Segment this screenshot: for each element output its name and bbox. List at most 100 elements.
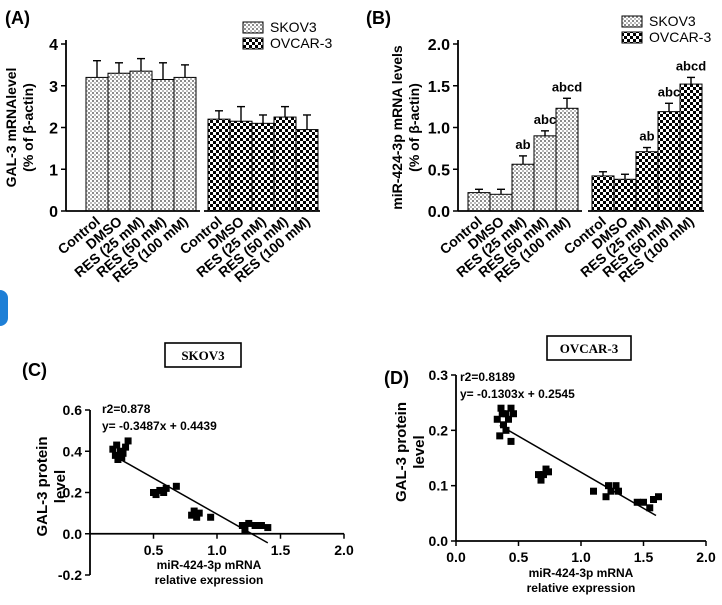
scatter-point (602, 493, 610, 501)
scatter-point (497, 404, 505, 412)
scatter-point (510, 410, 517, 418)
scatter-point (238, 522, 246, 529)
scatter-point (605, 482, 612, 490)
y-tick-label: 4 (49, 37, 58, 54)
scatter-point (498, 410, 506, 418)
scatter-point (162, 484, 170, 492)
x-axis-label-line2: relative expression (527, 581, 636, 595)
scatter-point (160, 489, 168, 496)
chart-panel-d: 0.0 0.1 0.2 0.3 0.0 0.5 1.0 1.5 2.0 miR-424-3p mR… (393, 367, 716, 595)
legend-swatch (242, 21, 264, 34)
y-tick-label: 0.2 (63, 485, 83, 501)
scatter-point (590, 487, 597, 495)
r-squared-label: r2=0.878 (102, 402, 151, 416)
scatter-point (193, 513, 201, 521)
y-axis-label-line1: miR-424-3p mRNA levels (389, 45, 405, 210)
bar (173, 76, 197, 212)
scatter-point (633, 498, 641, 506)
bar (129, 70, 153, 212)
y-tick-label: 1.5 (428, 79, 450, 96)
bar (467, 192, 491, 212)
scatter-point (655, 493, 662, 501)
panel-label-a: (A) (5, 8, 30, 28)
scatter-point (505, 415, 512, 423)
regression-equation: y= -0.3487x + 0.4439 (102, 419, 217, 433)
y-axis-label-line2: level (411, 435, 428, 468)
y-tick-label: 2.0 (428, 37, 450, 54)
panel-label-b: (B) (366, 8, 391, 28)
y-tick-label: 0.0 (63, 526, 83, 542)
bar (679, 83, 703, 212)
scatter-point (118, 453, 126, 461)
bar (107, 72, 131, 212)
scatter-point (537, 476, 545, 484)
significance-label: ab (639, 129, 654, 144)
y-tick-label: 1.0 (428, 121, 450, 138)
y-axis-label-line2: (% of β-actin) (406, 83, 422, 172)
x-tick-label: 1.0 (207, 542, 227, 558)
title-box-c (164, 342, 242, 368)
legend-label: SKOV3 (270, 19, 317, 35)
side-marker (0, 290, 8, 326)
scatter-point (540, 471, 547, 479)
scatter-point (245, 519, 253, 527)
x-axis-label-line1: miR-424-3p mRNA (529, 566, 634, 580)
y-tick-label: 3 (49, 79, 58, 96)
panel-label-c: (C) (22, 360, 47, 380)
y-tick-label: 1 (49, 162, 58, 179)
scatter-point (124, 437, 132, 445)
scatter-point (264, 524, 272, 532)
scatter-point (493, 415, 501, 423)
significance-label: abcd (676, 58, 706, 73)
y-tick-label: 0.6 (63, 402, 83, 418)
y-axis-label: GAL-3 mRNAlevel(% of β-actin) (3, 68, 36, 188)
bar (207, 118, 231, 212)
legend-label: OVCAR-3 (270, 35, 332, 51)
regression-equation: y= -0.1303x + 0.2545 (460, 387, 575, 401)
significance-label: ab (515, 137, 530, 152)
scatter-point (607, 487, 615, 495)
y-tick-label: 0.0 (429, 533, 449, 549)
bar (635, 151, 659, 212)
title-d: OVCAR-3 (560, 341, 619, 356)
y-axis-label: GAL-3 proteinlevel (393, 402, 428, 502)
scatter-point (500, 421, 507, 429)
legend-label: SKOV3 (649, 13, 696, 29)
scatter-point (172, 482, 180, 490)
scatter-point (502, 426, 510, 434)
scatter-point (545, 468, 552, 476)
scatter-point (111, 451, 119, 459)
scatter-point (615, 487, 622, 495)
bar (533, 135, 557, 212)
legend-swatch (621, 31, 643, 44)
y-axis-label-line2: level (52, 470, 69, 503)
title-box-d (546, 335, 632, 361)
scatter-point (188, 511, 196, 519)
legend-swatch (242, 37, 264, 50)
x-tick-label: 2.0 (696, 549, 716, 565)
bar (489, 193, 513, 212)
y-tick-label: 0.5 (428, 162, 450, 179)
x-tick-label: 1.5 (271, 542, 291, 558)
x-axis-label: miR-424-3p mRNA relative expression (527, 566, 636, 595)
y-tick-label: 0.1 (429, 478, 449, 494)
x-axis-label-line1: miR-424-3p mRNA (157, 558, 262, 572)
x-tick-label: 0.0 (446, 549, 466, 565)
bar (229, 120, 253, 212)
significance-label: abc (658, 84, 680, 99)
y-tick-label: 0.3 (429, 367, 449, 383)
bar (591, 175, 615, 212)
scatter-point (156, 486, 164, 494)
scatter-point (119, 449, 127, 457)
x-tick-label: 2.0 (334, 542, 354, 558)
scatter-point (502, 410, 510, 418)
scatter-point (507, 437, 515, 445)
x-tick-label: 1.0 (571, 549, 591, 565)
x-tick-label: 0.5 (509, 549, 529, 565)
bar (251, 122, 275, 212)
legend-swatch (621, 15, 643, 28)
scatter-point (507, 404, 515, 412)
y-axis-label-line1: GAL-3 mRNAlevel (3, 68, 19, 188)
